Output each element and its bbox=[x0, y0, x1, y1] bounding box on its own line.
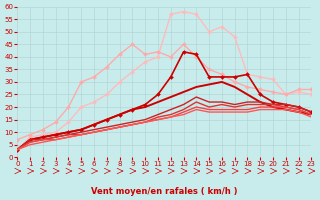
X-axis label: Vent moyen/en rafales ( km/h ): Vent moyen/en rafales ( km/h ) bbox=[91, 187, 238, 196]
